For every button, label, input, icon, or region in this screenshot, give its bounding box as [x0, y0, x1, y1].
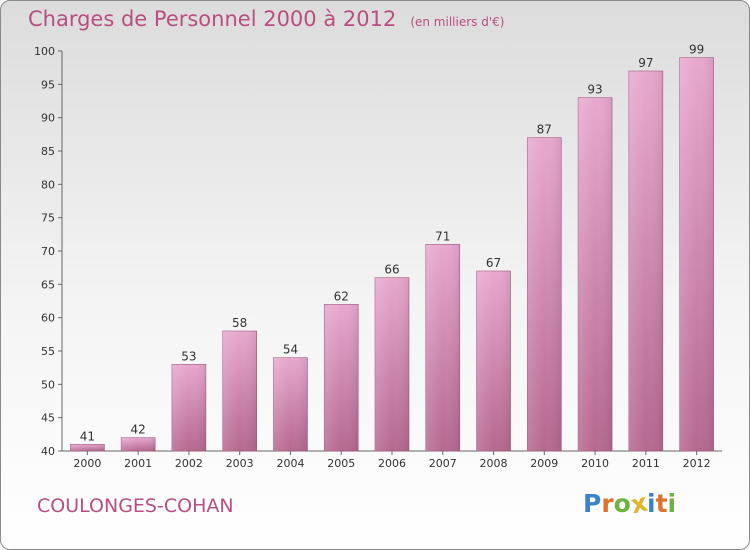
- x-tick-label: 2006: [378, 457, 406, 470]
- x-tick-label: 2003: [226, 457, 254, 470]
- y-tick-label: 95: [41, 78, 55, 91]
- bar-shine: [121, 437, 156, 451]
- x-tick-label: 2005: [327, 457, 355, 470]
- data-label: 66: [384, 263, 399, 277]
- y-tick-label: 85: [41, 145, 55, 158]
- bar-shine: [476, 271, 511, 451]
- chart-subtitle: (en milliers d'€): [410, 15, 505, 29]
- x-tick-label: 2002: [175, 457, 203, 470]
- x-tick-label: 2012: [683, 457, 711, 470]
- data-label: 87: [537, 123, 552, 137]
- bar-shine: [375, 277, 409, 451]
- bar-shine: [324, 304, 359, 451]
- x-tick-label: 2009: [530, 457, 558, 470]
- y-tick-label: 50: [41, 378, 55, 391]
- y-tick-label: 75: [41, 212, 55, 225]
- bar-shine: [70, 444, 105, 451]
- data-label: 58: [232, 316, 247, 330]
- logo-letter: i: [667, 489, 677, 518]
- bar-shine: [628, 71, 663, 451]
- y-tick-label: 60: [41, 312, 55, 325]
- proxiti-logo: Proxiti: [583, 488, 677, 520]
- x-tick-label: 2010: [581, 457, 609, 470]
- bar-shine: [679, 57, 714, 452]
- x-tick-label: 2011: [632, 457, 660, 470]
- logo-letter: r: [601, 489, 614, 518]
- bar-shine: [425, 244, 460, 451]
- logo-letter: i: [647, 489, 656, 518]
- x-tick-label: 2007: [429, 457, 457, 470]
- data-label: 42: [131, 423, 146, 437]
- bar-shine: [171, 364, 206, 451]
- y-tick-label: 100: [34, 45, 55, 58]
- logo-letter: P: [583, 489, 602, 518]
- data-label: 99: [689, 43, 704, 57]
- data-label: 67: [486, 256, 501, 270]
- bar-shine: [273, 357, 308, 451]
- x-tick-label: 2008: [480, 457, 508, 470]
- logo-letter: t: [655, 489, 668, 518]
- data-label: 93: [587, 83, 602, 97]
- data-label: 97: [638, 56, 653, 70]
- x-tick-label: 2000: [73, 457, 101, 470]
- logo-letter: o: [613, 489, 631, 518]
- y-tick-label: 65: [41, 278, 55, 291]
- y-tick-label: 55: [41, 345, 55, 358]
- data-label: 41: [80, 429, 95, 443]
- data-label: 54: [283, 343, 298, 357]
- city-name: COULONGES-COHAN: [37, 495, 234, 517]
- chart-title: Charges de Personnel 2000 à 2012 (en mill…: [28, 7, 505, 31]
- data-label: 53: [181, 349, 196, 363]
- bar-shine: [578, 97, 613, 452]
- bar-shine: [527, 137, 562, 451]
- data-label: 71: [435, 229, 450, 243]
- y-tick-label: 40: [41, 445, 55, 458]
- x-tick-label: 2004: [276, 457, 304, 470]
- y-tick-label: 90: [41, 112, 55, 125]
- data-label: 62: [334, 289, 349, 303]
- y-tick-label: 70: [41, 245, 55, 258]
- x-tick-label: 2001: [124, 457, 152, 470]
- bar-shine: [222, 331, 257, 451]
- y-tick-label: 45: [41, 412, 55, 425]
- y-tick-label: 80: [41, 178, 55, 191]
